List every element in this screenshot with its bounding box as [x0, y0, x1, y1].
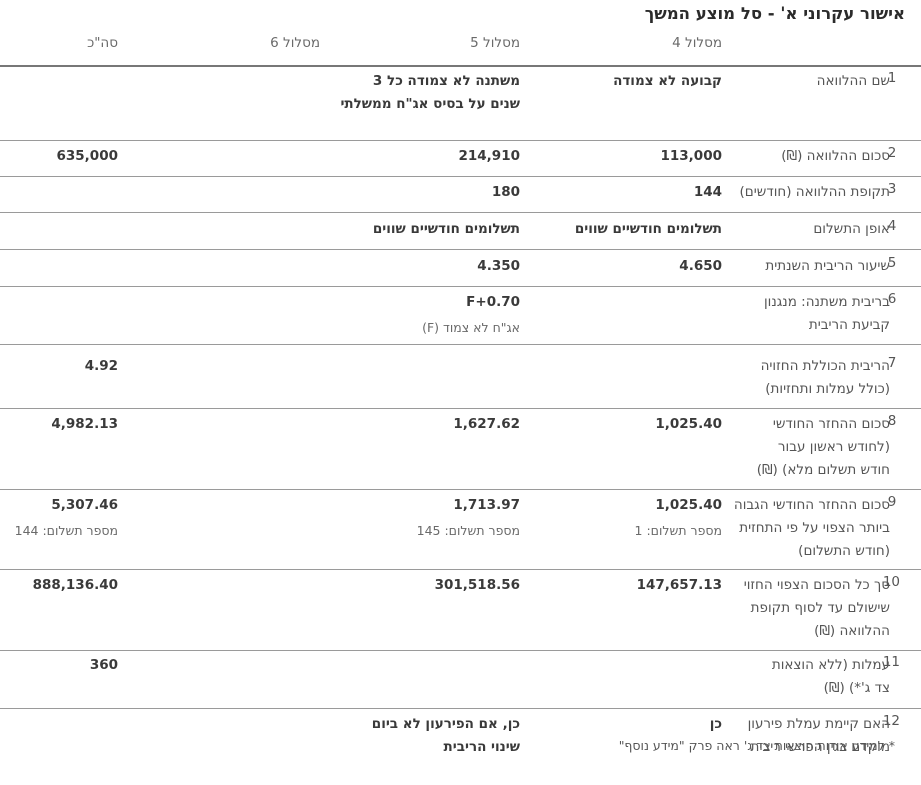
row-number: 9 — [887, 494, 897, 510]
row-divider — [0, 708, 921, 709]
column-header-track-6: מסלול 6 — [270, 35, 320, 51]
row-label: סך כל הסכום הצפוי החזוי שישולם עד לסוף ת… — [743, 577, 890, 639]
cell-total: 888,136.40 — [32, 577, 118, 593]
row-divider — [0, 344, 921, 345]
row-number: 10 — [882, 574, 900, 590]
cell-track-5-note: אג"ח לא צמוד (F) — [422, 320, 520, 335]
row-divider — [0, 286, 921, 287]
cell-total: 4.92 — [84, 358, 118, 374]
row-label: סכום ההלוואה (₪) — [781, 148, 890, 164]
cell-total-payment-number: מספר תשלום: 144 — [14, 523, 118, 538]
cell-track-5: F+0.70 — [466, 294, 520, 310]
cell-track-4: קבועה לא צמודה — [613, 73, 722, 89]
row-label: עמלות (ללא הוצאות צד ג'*) (₪) — [771, 657, 890, 696]
row-number: 5 — [887, 255, 897, 271]
row-label: סכום ההחזר החודשי (לחודש ראשון עבור חודש… — [756, 416, 890, 478]
cell-track-5: 1,713.97 — [453, 497, 520, 513]
cell-track-4: כן — [709, 716, 722, 732]
row-number: 6 — [887, 291, 897, 307]
header-divider — [0, 65, 921, 67]
row-divider — [0, 140, 921, 141]
cell-total: 360 — [89, 657, 118, 673]
row-number: 2 — [887, 145, 897, 161]
page-title: אישור עקרוני א' - סל מוצע המשך — [644, 4, 905, 23]
row-divider — [0, 408, 921, 409]
row-number: 8 — [887, 413, 897, 429]
row-divider — [0, 176, 921, 177]
cell-track-5: משתנה לא צמודה כל 3 שנים על בסיס אג"ח ממ… — [340, 73, 520, 112]
cell-track-5: 4.350 — [477, 258, 520, 274]
cell-total: 4,982.13 — [51, 416, 118, 432]
cell-track-4: 113,000 — [660, 148, 723, 164]
row-number: 12 — [882, 713, 900, 729]
cell-track-5: 1,627.62 — [453, 416, 520, 432]
footnote: * למידע אודות הוצאות צד ג' ראה פרק "מידע… — [618, 738, 895, 753]
row-number: 3 — [887, 181, 897, 197]
column-header-track-4: מסלול 4 — [672, 35, 722, 51]
row-divider — [0, 489, 921, 490]
cell-track-5: תשלומים חודשיים שווים — [372, 221, 520, 237]
row-label: סכום ההחזר החודשי הגבוה ביותר הצפוי על פ… — [733, 497, 890, 559]
row-divider — [0, 249, 921, 250]
cell-track-5: כן, אם הפירעון לא ביום שינוי הריבית — [371, 716, 520, 755]
cell-total: 5,307.46 — [51, 497, 118, 513]
cell-track-4: 1,025.40 — [655, 416, 722, 432]
cell-track-4: תשלומים חודשיים שווים — [574, 221, 722, 237]
cell-track-4: 1,025.40 — [655, 497, 722, 513]
row-label: שם ההלוואה — [816, 73, 890, 89]
row-label: שיעור הריבית השנתית — [765, 258, 890, 274]
row-number: 1 — [887, 70, 897, 86]
column-header-track-5: מסלול 5 — [470, 35, 520, 51]
cell-track-4: 147,657.13 — [636, 577, 722, 593]
cell-track-5: 180 — [491, 184, 520, 200]
row-divider — [0, 569, 921, 570]
cell-track-4: 4.650 — [679, 258, 722, 274]
cell-total: 635,000 — [56, 148, 119, 164]
row-label: תקופת ההלוואה (חודשים) — [739, 184, 890, 200]
row-label: האם קיימת עמלת פירעון מוקדם בגין הפרשי ר… — [747, 716, 890, 755]
cell-track-4: 144 — [693, 184, 722, 200]
row-number: 4 — [887, 218, 897, 234]
cell-track-5-payment-number: מספר תשלום: 145 — [416, 523, 520, 538]
row-number: 7 — [887, 355, 897, 371]
column-header-total: סה"כ — [87, 35, 118, 51]
cell-track-4-payment-number: מספר תשלום: 1 — [634, 523, 722, 538]
row-label: בריבית משתנה: מנגנון קביעת הריבית — [763, 294, 890, 333]
cell-track-5: 214,910 — [458, 148, 521, 164]
row-label: הריבית הכוללת החזויה (כולל עמלות ותחזיות… — [760, 358, 890, 397]
row-label: אופן התשלום — [813, 221, 890, 237]
row-divider — [0, 650, 921, 651]
row-number: 11 — [882, 654, 900, 670]
row-divider — [0, 212, 921, 213]
cell-track-5: 301,518.56 — [434, 577, 520, 593]
